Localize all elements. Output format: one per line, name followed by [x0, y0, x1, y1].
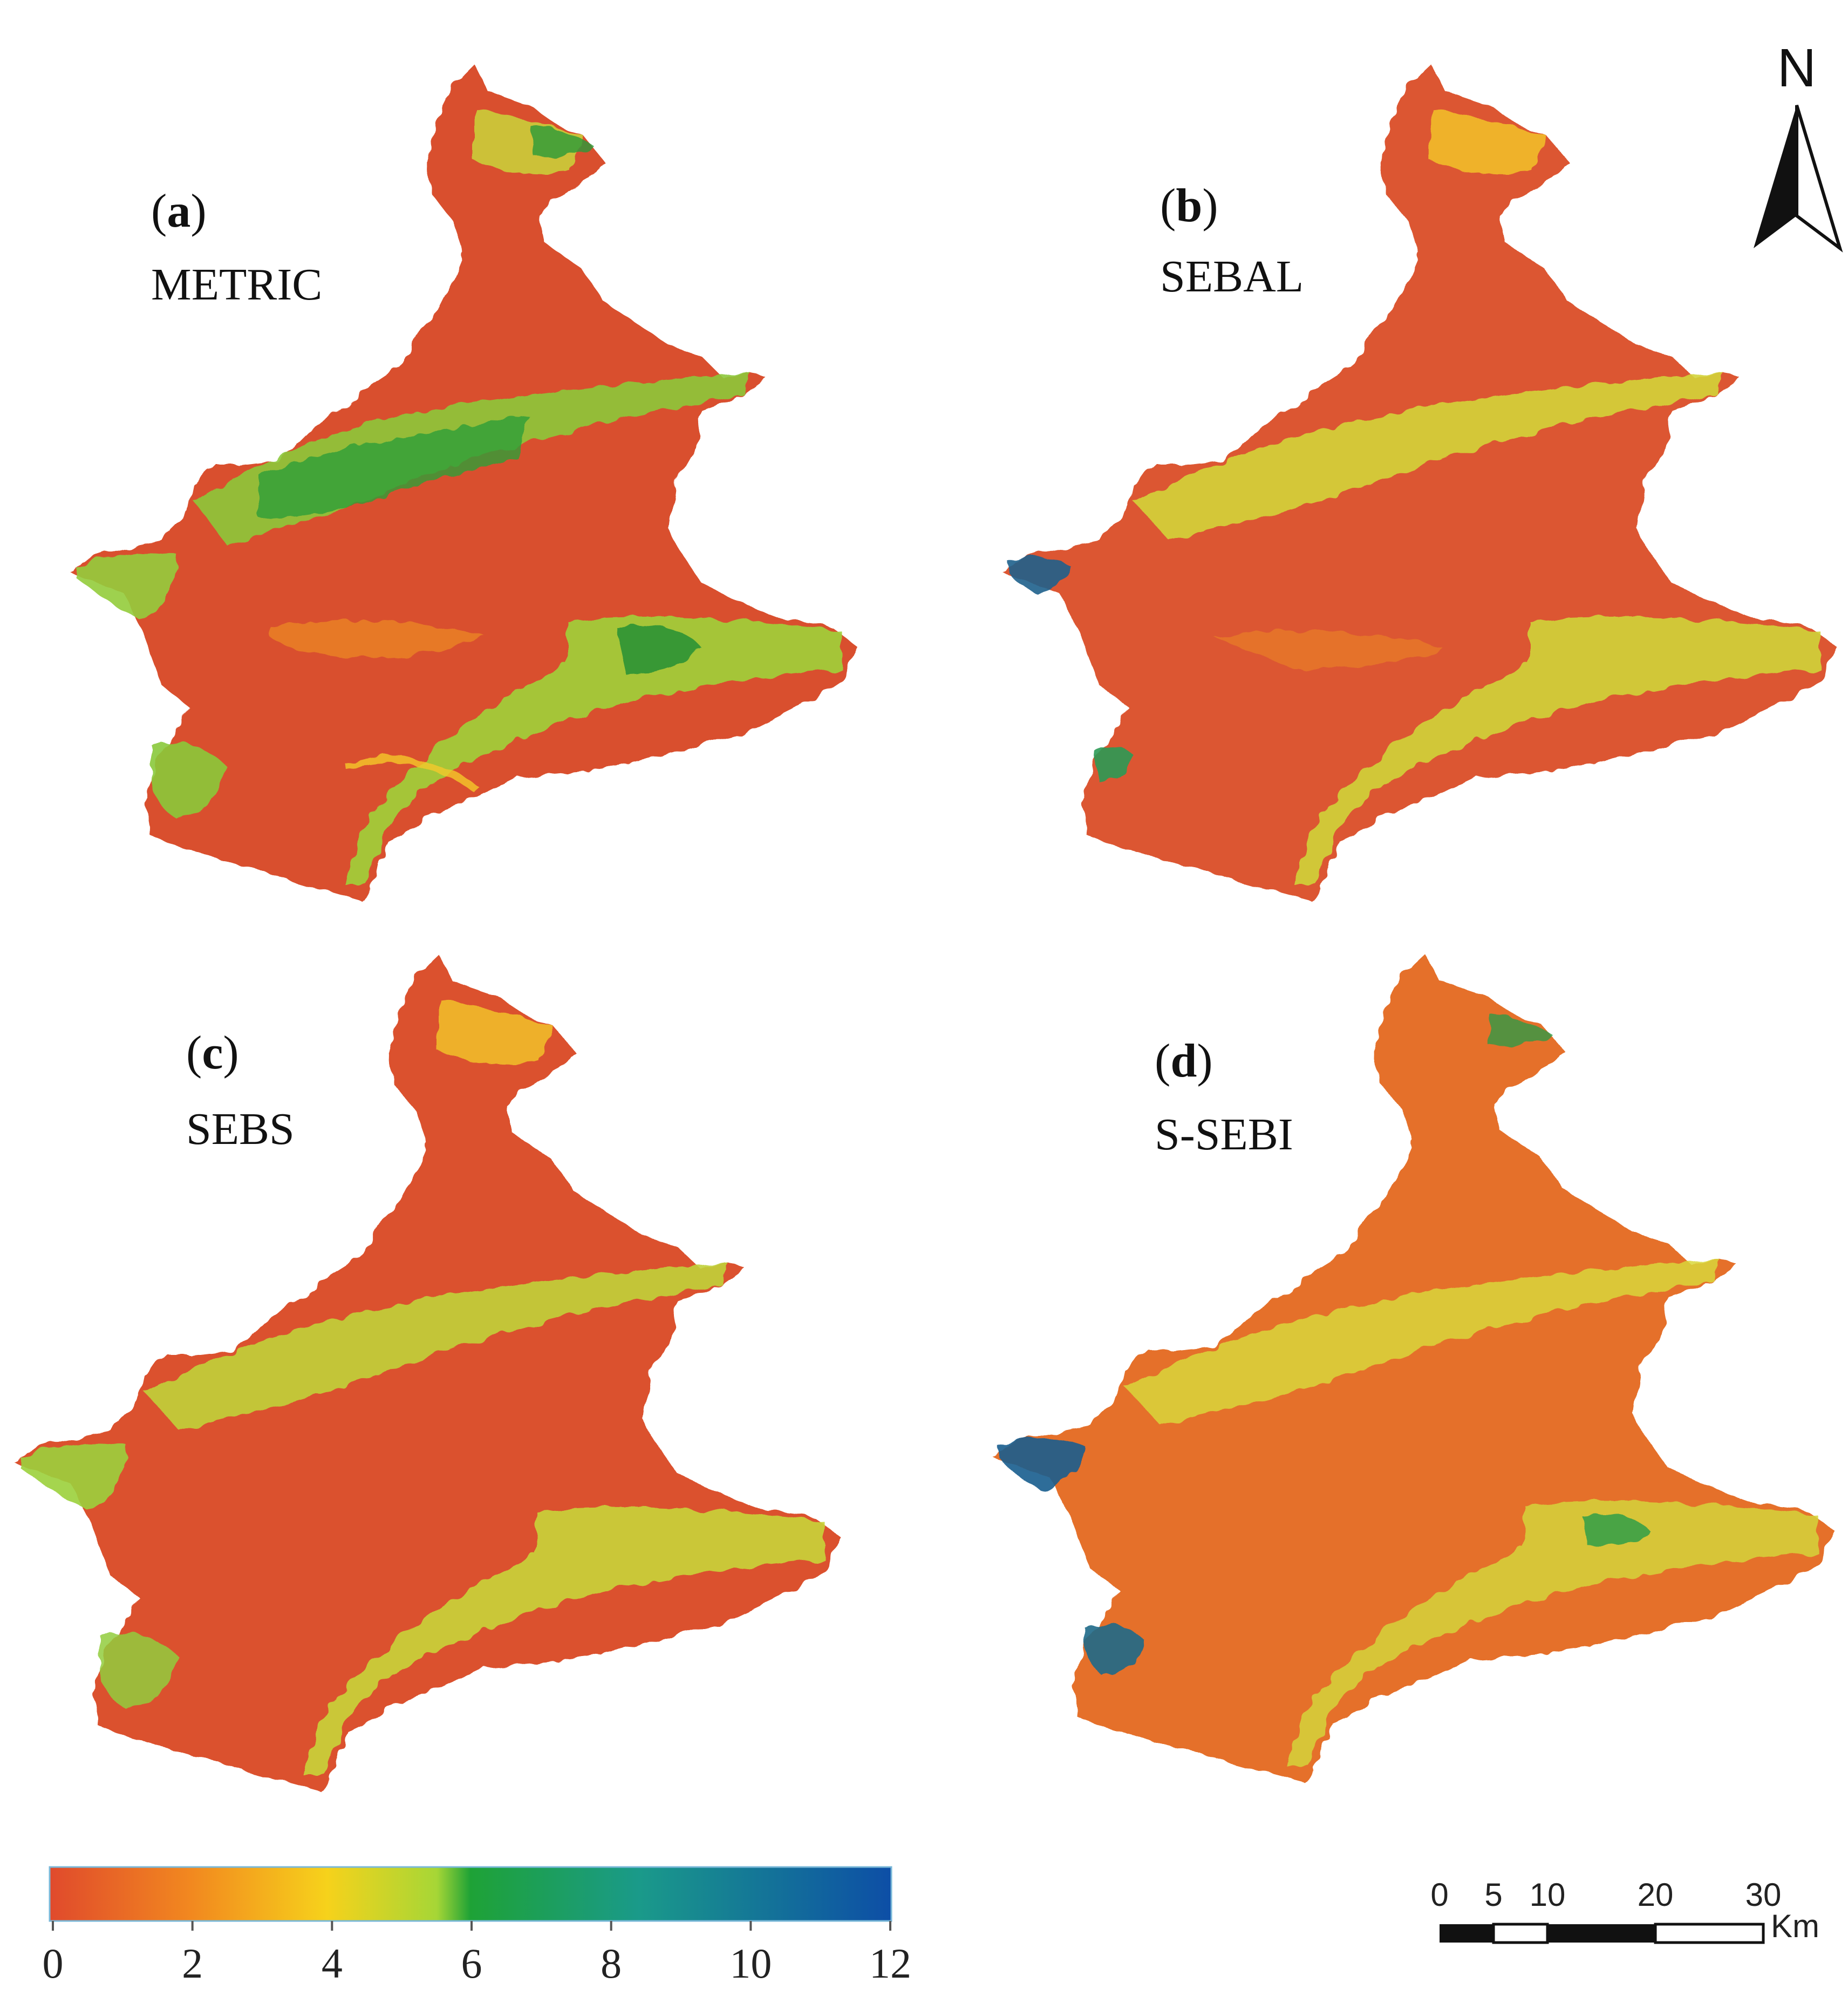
scale-segment-2 — [1492, 1923, 1549, 1944]
legend-tick-label: 2 — [182, 1940, 203, 1987]
legend-tick-label: 10 — [729, 1940, 772, 1987]
scale-bar: 0 5 10 20 30 Km — [1430, 1877, 1819, 1944]
panel-letter-d: d — [1170, 1035, 1197, 1087]
panel-label-c: (c) — [186, 1027, 239, 1079]
method-label-metric: METRIC — [151, 260, 322, 310]
scale-tick-label: 30 — [1745, 1877, 1782, 1913]
legend-color-ramp — [49, 1866, 892, 1922]
scale-labels: 0 5 10 20 30 — [1430, 1877, 1781, 1913]
region-map-d — [992, 954, 1836, 1783]
north-arrow-right-half — [1795, 105, 1843, 253]
scale-tick-label: 10 — [1530, 1877, 1566, 1913]
scale-tick-label: 20 — [1638, 1877, 1674, 1913]
north-arrow-left-half — [1754, 105, 1797, 248]
scale-segment-4 — [1654, 1923, 1765, 1944]
method-label-s-sebi: S-SEBI — [1155, 1109, 1293, 1160]
map-panel-b: (b) SEBAL — [1002, 65, 1838, 901]
panel-letter-c: c — [202, 1027, 223, 1079]
legend-ticks: 0 2 4 6 8 10 12 — [43, 1921, 911, 1987]
panel-label-a: (a) — [151, 185, 207, 237]
method-label-sebal: SEBAL — [1160, 251, 1304, 302]
legend-tick-label: 6 — [461, 1940, 482, 1987]
panel-letter-b: b — [1176, 180, 1202, 232]
scale-segment-3 — [1547, 1924, 1655, 1943]
map-panel-a: (a) METRIC — [70, 65, 858, 901]
panel-letter-a: a — [167, 185, 190, 237]
north-arrow: N — [1754, 38, 1843, 253]
panel-label-b: (b) — [1160, 180, 1218, 232]
region-map-a — [70, 65, 858, 901]
map-panel-d: (d) S-SEBI — [992, 954, 1836, 1783]
method-label-sebs: SEBS — [186, 1104, 295, 1154]
scale-segment-1 — [1440, 1924, 1494, 1943]
legend-tick-label: 8 — [601, 1940, 622, 1987]
scale-unit: Km — [1771, 1908, 1819, 1944]
region-map-b — [1002, 65, 1838, 901]
region-map-c — [14, 955, 842, 1791]
scale-tick-label: 5 — [1484, 1877, 1502, 1913]
map-panel-c: (c) SEBS — [14, 955, 842, 1791]
color-legend: 0 2 4 6 8 10 12 — [43, 1866, 911, 1987]
legend-tick-label: 0 — [43, 1940, 64, 1987]
panel-label-d: (d) — [1155, 1035, 1213, 1087]
scale-tick-label: 0 — [1430, 1877, 1448, 1913]
north-label: N — [1777, 38, 1816, 98]
legend-tick-label: 4 — [322, 1940, 343, 1987]
legend-tick-label: 12 — [869, 1940, 911, 1987]
